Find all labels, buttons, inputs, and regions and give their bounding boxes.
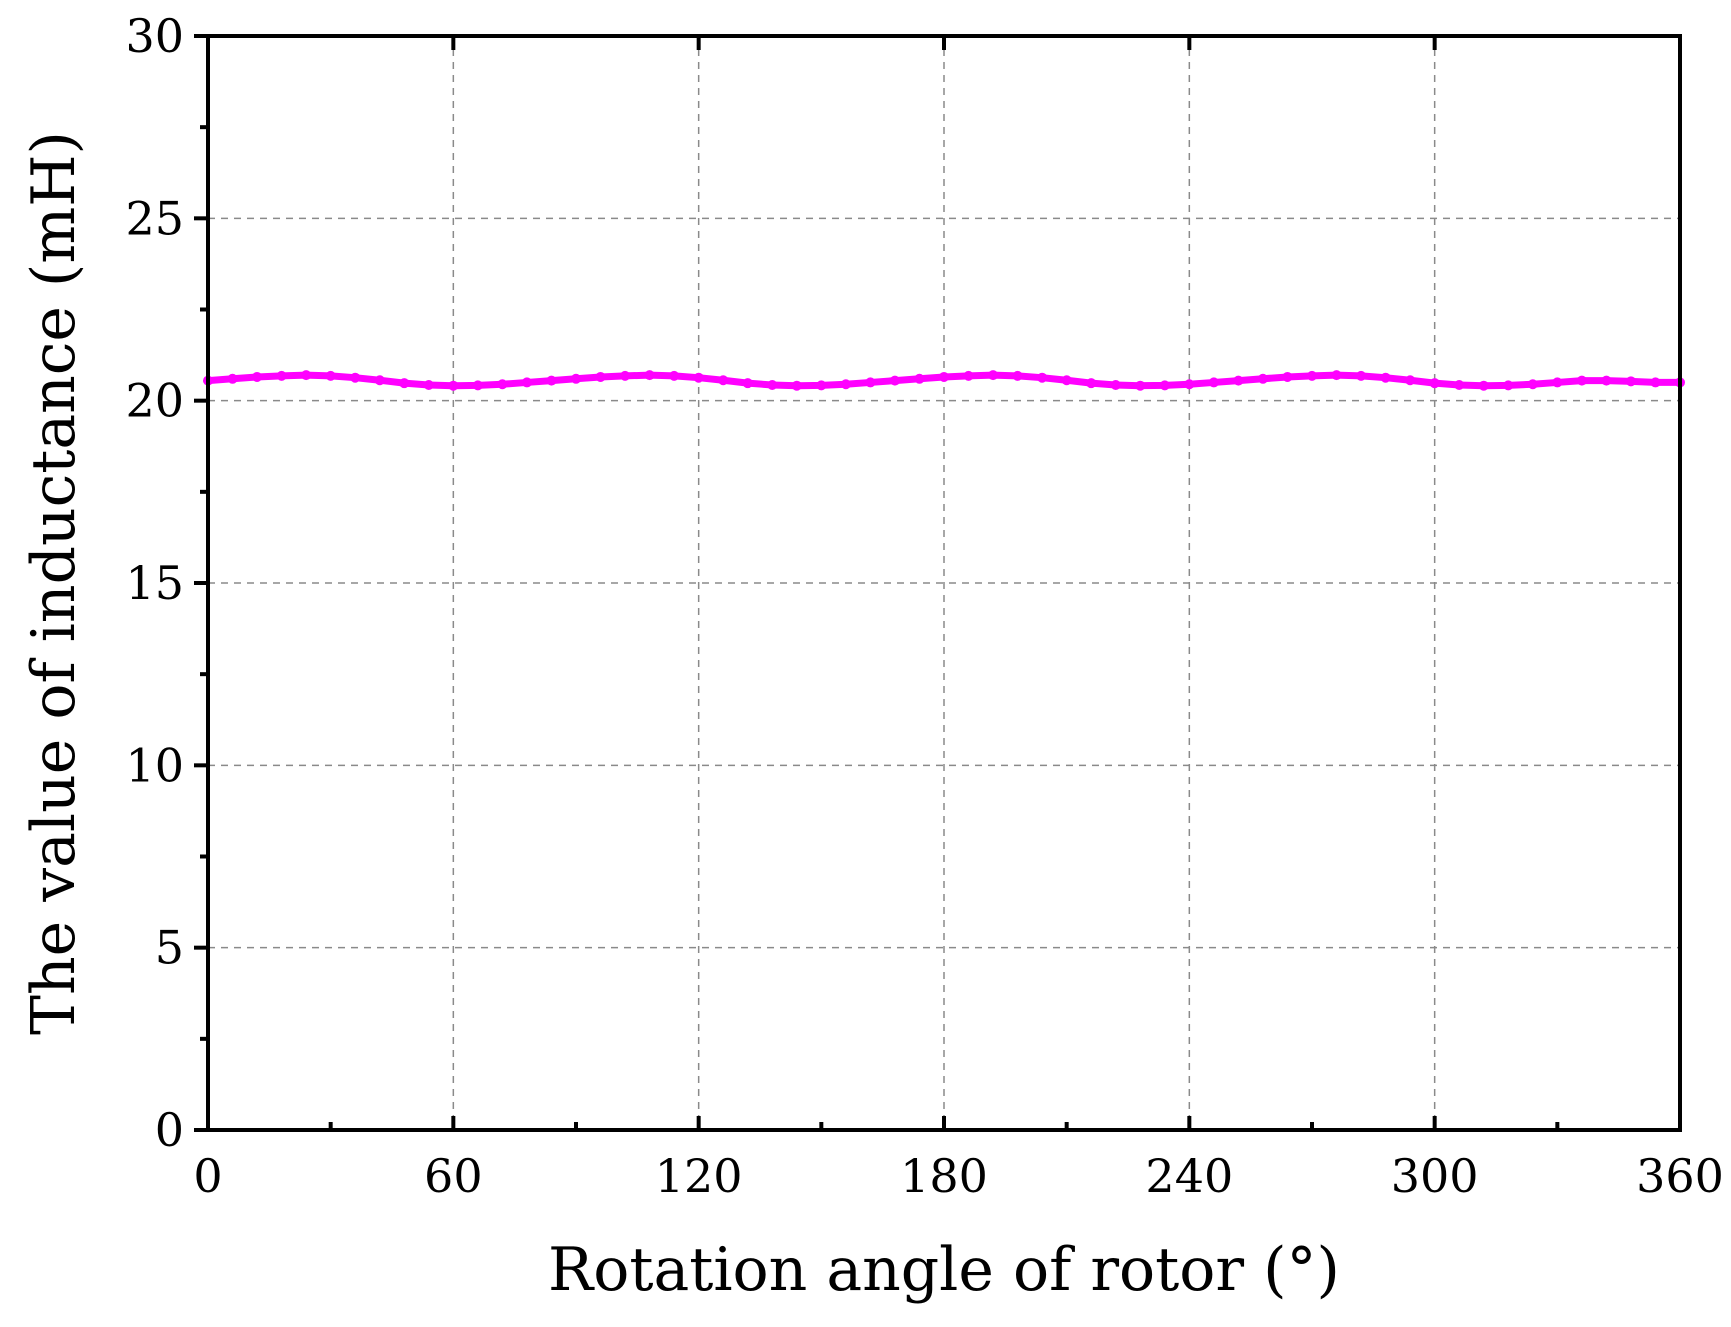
data-point [840, 379, 851, 390]
y-tick-label: 30 [125, 9, 184, 63]
data-point [1037, 372, 1048, 383]
data-point [816, 380, 827, 391]
y-tick-label: 0 [155, 1103, 184, 1157]
data-point [1405, 375, 1416, 386]
data-point [1061, 375, 1072, 386]
data-point [988, 370, 999, 381]
data-point [1086, 378, 1097, 389]
data-point [767, 379, 778, 390]
data-point [423, 379, 434, 390]
y-tick-label: 5 [155, 921, 184, 975]
x-tick-label: 300 [1391, 1149, 1479, 1203]
data-point [742, 378, 753, 389]
x-tick-label: 240 [1145, 1149, 1233, 1203]
data-point [620, 370, 631, 381]
data-point [1356, 370, 1367, 381]
data-point [644, 370, 655, 381]
data-point [914, 373, 925, 384]
x-tick-label: 180 [900, 1149, 988, 1203]
y-tick-label: 10 [125, 738, 184, 792]
data-point [865, 377, 876, 388]
grid-lines [208, 36, 1680, 1130]
data-point [497, 379, 508, 390]
x-tick-label: 120 [655, 1149, 743, 1203]
data-point [1429, 378, 1440, 389]
data-point [1159, 380, 1170, 391]
data-point [521, 377, 532, 388]
data-point [472, 380, 483, 391]
tick-labels: 0 60 120 180 240 300 360 0 5 10 15 20 25 30 [125, 9, 1723, 1203]
data-point [1650, 377, 1661, 388]
data-point [889, 375, 900, 386]
data-point [1012, 370, 1023, 381]
data-point [399, 378, 410, 389]
data-point [1478, 380, 1489, 391]
data-point [252, 371, 263, 382]
x-tick-label: 0 [193, 1149, 222, 1203]
data-point [571, 373, 581, 384]
data-point [718, 375, 729, 386]
data-point [1257, 373, 1268, 384]
data-point [1282, 371, 1293, 382]
data-point [1184, 379, 1195, 390]
data-point [1331, 370, 1342, 381]
y-tick-label: 15 [125, 556, 184, 610]
data-point [448, 380, 459, 391]
data-point [1380, 372, 1391, 383]
x-tick-label: 360 [1636, 1149, 1724, 1203]
data-point [693, 372, 704, 383]
data-point [301, 370, 312, 381]
data-point [1454, 379, 1465, 390]
data-point [669, 370, 680, 381]
data-point [1233, 375, 1244, 386]
data-point [1110, 379, 1121, 390]
data-point [1527, 379, 1538, 390]
data-point [325, 370, 336, 381]
data-point [1576, 375, 1587, 386]
y-axis-title: The value of inductance (mH) [19, 131, 89, 1035]
data-point [791, 380, 802, 391]
y-tick-label: 20 [125, 374, 184, 428]
data-point [963, 370, 974, 381]
y-tick-label: 25 [125, 191, 184, 245]
data-point [1307, 370, 1317, 381]
data-point [1208, 377, 1219, 388]
data-point [1625, 376, 1636, 387]
data-point [1503, 380, 1514, 391]
data-point [350, 372, 361, 383]
data-point [276, 370, 287, 381]
data-point [1552, 377, 1563, 388]
data-point [1135, 380, 1146, 391]
series-layer [203, 370, 1685, 391]
data-point [546, 375, 557, 386]
data-point [374, 375, 385, 386]
data-point [227, 373, 238, 384]
x-tick-label: 60 [424, 1149, 483, 1203]
data-point [939, 371, 949, 382]
data-point [595, 371, 606, 382]
data-point [1601, 375, 1612, 386]
axis-ticks [194, 34, 1682, 1132]
x-axis-title: Rotation angle of rotor (°) [548, 1235, 1340, 1305]
